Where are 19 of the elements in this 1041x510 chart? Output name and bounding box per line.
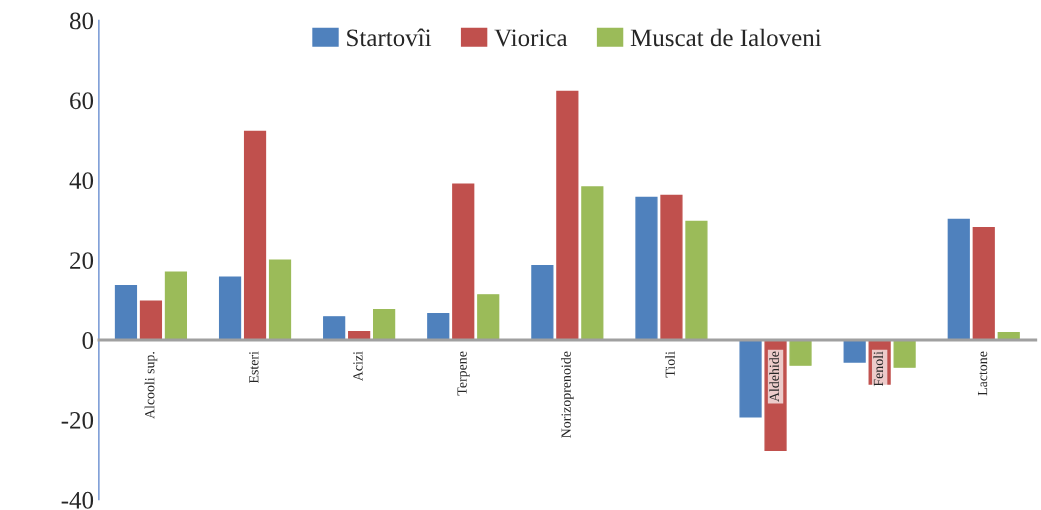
x-tick-label: Aldehide bbox=[769, 351, 780, 402]
x-tick-label: Alcooli sup. bbox=[144, 352, 158, 419]
y-tick-label: 40 bbox=[69, 172, 94, 190]
y-tick-label: -40 bbox=[61, 491, 94, 509]
y-tick-label: 60 bbox=[70, 92, 94, 110]
y-tick-label: 0 bbox=[82, 332, 94, 349]
legend-label: Viorica bbox=[494, 29, 568, 47]
x-tick-label: Fenoli bbox=[873, 351, 884, 387]
y-tick-label: 20 bbox=[70, 252, 94, 270]
x-tick-label: Lactone bbox=[977, 351, 988, 396]
y-tick-label: -20 bbox=[61, 411, 94, 429]
x-tick-label: Norizoprenoide bbox=[561, 351, 574, 438]
y-tick-label: 80 bbox=[69, 12, 94, 30]
x-tick-label: Tioli bbox=[665, 351, 675, 378]
legend-label: Muscat de Ialoveni bbox=[630, 28, 822, 47]
x-tick-label: Esteri bbox=[249, 351, 259, 384]
x-tick-label: Acizi bbox=[353, 351, 363, 382]
x-tick-label: Terpene bbox=[457, 351, 470, 396]
legend-label: Startovîi bbox=[347, 28, 432, 47]
